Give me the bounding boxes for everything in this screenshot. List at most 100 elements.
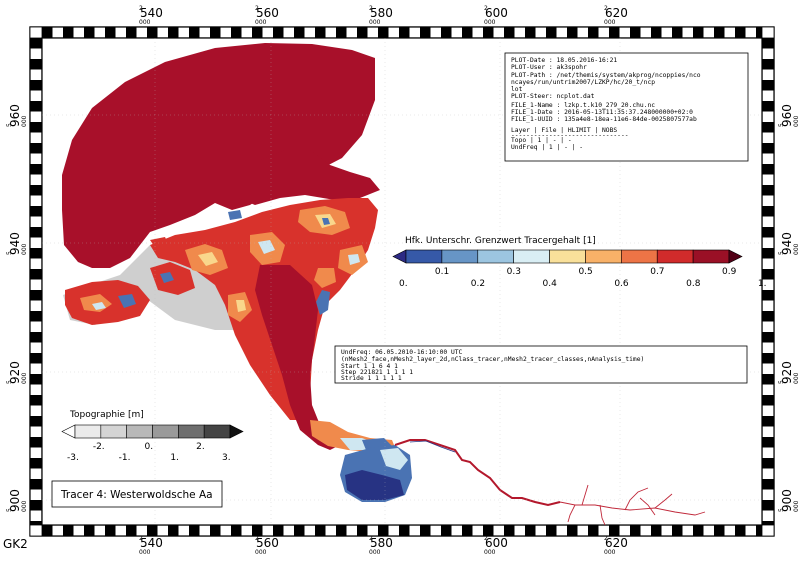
x-tick-suffix: 000 <box>255 549 267 556</box>
undfreq-info-line: (nMesh2_face,nMesh2_layer_2d,nClass_trac… <box>341 356 644 363</box>
x-tick-value: 620 <box>605 6 628 20</box>
undfreq-info-line: Stride 1 1 1 1 1 <box>341 375 402 382</box>
tracer-colorbar-swatch <box>405 249 443 264</box>
dollart-light <box>380 448 408 470</box>
x-tick-suffix: 000 <box>369 19 381 26</box>
y-tick-value: 960 <box>780 104 794 127</box>
topo-colorbar-title: Topographie [m] <box>69 410 144 420</box>
undfreq-info-line: Start 1 1 6 4 1 <box>341 363 398 370</box>
x-tick-prefix: 2 <box>255 5 259 12</box>
y-tick-value: 920 <box>8 361 22 384</box>
plot-info-line: ncayes/run/untrim2007/LZKP/hc/20_t/ncp <box>511 79 655 86</box>
tracer-colorbar-label-lower: 0.2 <box>471 279 485 289</box>
x-tick-suffix: 000 <box>484 19 496 26</box>
plot-info-line: lot <box>511 86 523 93</box>
tracer-colorbar-label-lower: 0.4 <box>543 279 558 289</box>
x-tick-value: 580 <box>370 536 393 550</box>
x-tick-prefix: 2 <box>604 535 608 542</box>
x-tick-prefix: 2 <box>604 5 608 12</box>
topo-colorbar-label-lower: 3. <box>222 453 231 463</box>
x-tick-prefix: 2 <box>139 5 143 12</box>
plot-info-line: FILE_1-UUID : 135a4e8-18ea-11e6-84de-002… <box>511 116 697 123</box>
plot-info-line: ------------------------------- <box>511 132 629 139</box>
tracer-colorbar-title: Hfk. Unterschr. Grenzwert Tracergehalt [… <box>405 236 596 246</box>
topo-colorbar-label-lower: 1. <box>170 453 179 463</box>
plot-info-line: FILE_1-Name : lzkp.t.k10_279_20.chu.nc <box>511 102 655 109</box>
x-tick-suffix: 000 <box>484 549 496 556</box>
tracer-colorbar-label-lower: 0. <box>399 279 408 289</box>
tracer-colorbar-swatch <box>441 249 479 264</box>
plot-info-line: PLOT-Date : 18.05.2016-16:21 <box>511 57 617 64</box>
topo-colorbar-label-lower: -3. <box>67 453 79 463</box>
x-tick-value: 600 <box>485 6 508 20</box>
y-tick-value: 960 <box>8 104 22 127</box>
x-tick-suffix: 000 <box>604 19 616 26</box>
x-tick-suffix: 000 <box>139 19 151 26</box>
x-tick-suffix: 000 <box>255 19 267 26</box>
topo-colorbar-swatch <box>152 424 179 439</box>
y-tick-prefix: 5 <box>6 508 13 512</box>
undfreq-info-line: Step 221821 1 1 1 1 <box>341 369 413 376</box>
y-tick-prefix: 5 <box>778 251 785 255</box>
x-tick-prefix: 2 <box>369 535 373 542</box>
x-tick-prefix: 2 <box>369 5 373 12</box>
topo-colorbar-swatch <box>203 424 231 439</box>
map-area <box>42 38 762 526</box>
sea-region <box>62 43 375 268</box>
topo-colorbar-label-lower: -1. <box>119 453 131 463</box>
y-tick-suffix: 000 <box>793 243 800 255</box>
topo-colorbar-label-upper: 0. <box>145 442 154 452</box>
x-tick-value: 620 <box>605 536 628 550</box>
plot-info-line: Layer | File | HLIMIT | NOBS <box>511 127 617 134</box>
river-ems-blue <box>409 440 456 453</box>
y-tick-prefix: 5 <box>6 380 13 384</box>
tracer-colorbar-max-triangle <box>728 249 743 264</box>
topo-colorbar-swatch <box>126 424 153 439</box>
x-tick-value: 540 <box>140 536 163 550</box>
y-tick-prefix: 5 <box>778 508 785 512</box>
tracer-colorbar-swatch <box>692 249 730 264</box>
y-tick-value: 900 <box>780 489 794 512</box>
x-tick-prefix: 2 <box>484 5 488 12</box>
x-tick-suffix: 000 <box>369 549 381 556</box>
y-tick-suffix: 000 <box>793 372 800 384</box>
y-tick-prefix: 5 <box>6 251 13 255</box>
y-tick-suffix: 000 <box>793 500 800 512</box>
plot-info-line: PLOT-Path : /net/themis/system/akprog/nc… <box>511 72 701 79</box>
y-tick-suffix: 000 <box>21 243 28 255</box>
tracer-colorbar-label-upper: 0.3 <box>507 267 521 277</box>
y-tick-value: 940 <box>780 232 794 255</box>
x-tick-prefix: 2 <box>484 535 488 542</box>
tracer-colorbar-swatch <box>477 249 514 264</box>
tracer-colorbar-swatch <box>656 249 694 264</box>
topo-colorbar-swatch <box>74 424 102 439</box>
undfreq-info-line: UndFreq: 06.05.2010-16:10:00 UTC <box>341 349 463 356</box>
undfreq-info-box: UndFreq: 06.05.2010-16:10:00 UTC(nMesh2_… <box>334 345 748 384</box>
tracer-colorbar-label-lower: 0.6 <box>614 279 629 289</box>
tracer-colorbar-swatch <box>549 249 586 264</box>
topo-colorbar-swatch <box>100 424 127 439</box>
topo-colorbar-max-triangle <box>229 424 244 439</box>
topo-colorbar-label-upper: -2. <box>93 442 105 452</box>
x-tick-value: 580 <box>370 6 393 20</box>
plot-info-line: Topo | 1 | - | - <box>511 137 572 144</box>
tracer-colorbar-label-upper: 0.5 <box>578 267 592 277</box>
topo-colorbar-swatch <box>178 424 205 439</box>
topo-colorbar-label-upper: 2. <box>196 442 205 452</box>
